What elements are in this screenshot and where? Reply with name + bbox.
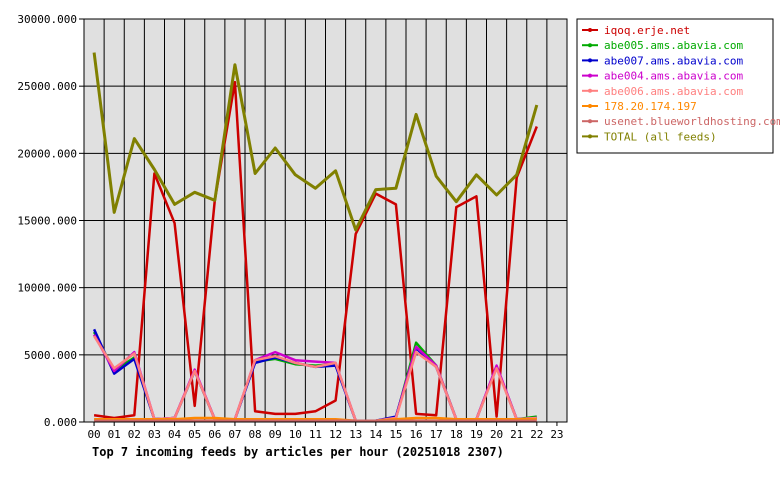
y-tick-label: 0.000 [44, 416, 77, 429]
legend-label: TOTAL (all feeds) [604, 130, 717, 143]
legend-marker [588, 73, 592, 78]
legend-label: abe004.ams.abavia.com [604, 70, 743, 83]
legend-label: 178.20.174.197 [604, 100, 697, 113]
y-tick-label: 15000.000 [17, 215, 77, 228]
y-tick-label: 20000.000 [17, 147, 77, 160]
legend: iqoq.erje.net abe005.ams.abavia.com abe007… [576, 18, 780, 154]
x-tick-label: 12 [329, 428, 342, 441]
y-tick-label: 30000.000 [17, 13, 77, 26]
x-axis: 00 01 02 03 04 05 06 07 08 09 10 11 12 13 14 15 16 17 18 19… [87, 422, 564, 441]
x-tick-label: 18 [450, 428, 463, 441]
x-tick-label: 03 [148, 428, 161, 441]
x-tick-label: 19 [470, 428, 483, 441]
x-tick-label: 21 [510, 428, 523, 441]
series-line [92, 52, 539, 232]
x-tick-label: 15 [389, 428, 402, 441]
legend-marker [588, 58, 592, 63]
legend-marker [588, 28, 592, 32]
series-lines [92, 52, 539, 422]
x-tick-label: 07 [228, 428, 241, 441]
x-tick-label: 13 [349, 428, 362, 441]
legend-box [576, 18, 774, 154]
chart-title: Top 7 incoming feeds by articles per hou… [92, 445, 504, 459]
x-tick-label: 01 [108, 428, 121, 441]
x-tick-label: 23 [550, 428, 563, 441]
x-tick-label: 02 [128, 428, 141, 441]
legend-label: abe005.ams.abavia.com [604, 39, 743, 52]
series-line [93, 80, 538, 420]
legend-label: usenet.blueworldhosting.com [604, 115, 780, 128]
x-tick-label: 04 [168, 428, 182, 441]
legend-marker [588, 88, 592, 93]
x-tick-label: 20 [490, 428, 503, 441]
legend-marker [588, 119, 592, 124]
legend-marker [588, 43, 592, 48]
y-tick-label: 10000.000 [17, 282, 77, 295]
x-tick-label: 10 [289, 428, 302, 441]
y-axis: 0.000 5000.000 10000.000 15000.000 20000.000… [17, 13, 84, 429]
legend-marker [588, 134, 592, 139]
x-tick-label: 05 [188, 428, 201, 441]
x-tick-label: 14 [369, 428, 383, 441]
x-tick-label: 09 [269, 428, 282, 441]
plot-border [83, 18, 568, 423]
series-line [94, 416, 537, 422]
legend-marker [588, 104, 592, 108]
legend-label: abe006.ams.abavia.com [604, 85, 743, 98]
x-tick-label: 06 [208, 428, 221, 441]
y-tick-label: 5000.000 [24, 349, 77, 362]
x-tick-label: 17 [430, 428, 443, 441]
x-tick-label: 08 [248, 428, 261, 441]
legend-label: abe007.ams.abavia.com [604, 54, 743, 67]
x-tick-label: 16 [409, 428, 422, 441]
x-tick-label: 00 [87, 428, 100, 441]
legend-label: iqoq.erje.net [604, 24, 690, 37]
grid [84, 18, 567, 423]
legend-items: iqoq.erje.net abe005.ams.abavia.com abe007… [582, 24, 780, 143]
x-tick-label: 22 [530, 428, 543, 441]
x-tick-label: 11 [309, 428, 322, 441]
y-tick-label: 25000.000 [17, 80, 77, 93]
